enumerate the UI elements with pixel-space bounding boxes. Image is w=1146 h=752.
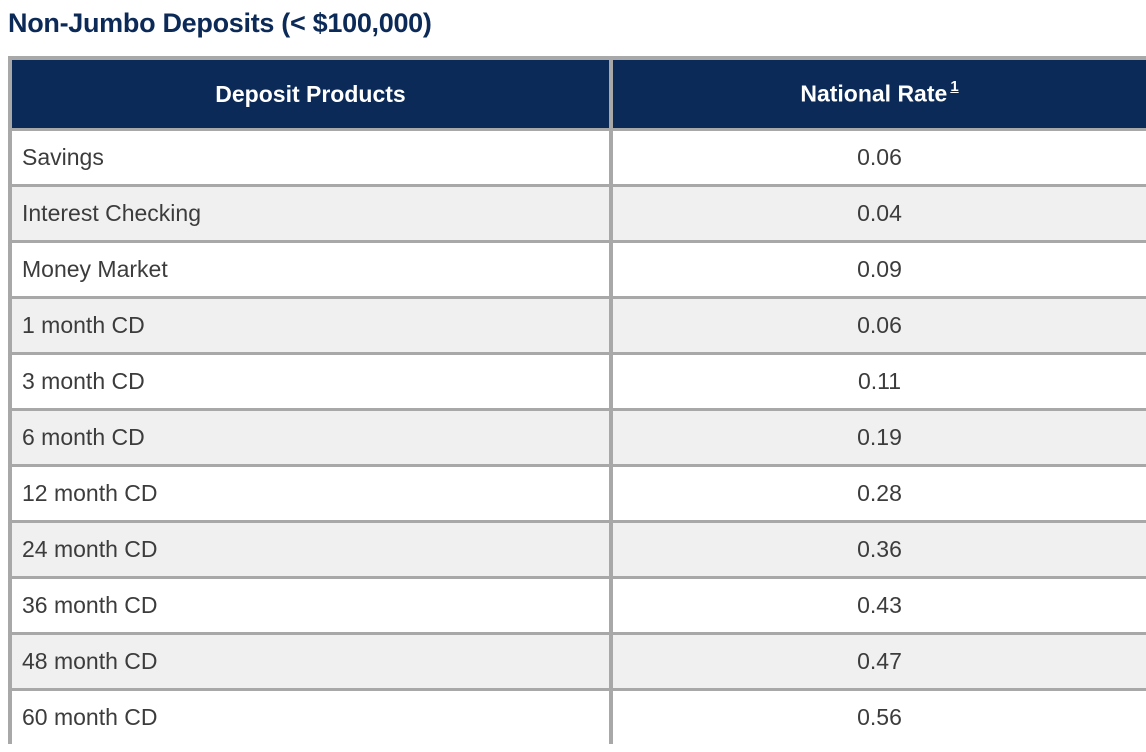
national-rate-cell: 0.43 xyxy=(609,576,1146,632)
table-row: 6 month CD 0.19 xyxy=(8,408,1146,464)
deposit-product-cell: Savings xyxy=(8,128,609,184)
page-title: Non-Jumbo Deposits (< $100,000) xyxy=(8,8,432,38)
table-row: 48 month CD 0.47 xyxy=(8,632,1146,688)
national-rate-cell: 0.19 xyxy=(609,408,1146,464)
table-row: 3 month CD 0.11 xyxy=(8,352,1146,408)
column-header-deposit-products-label: Deposit Products xyxy=(215,80,406,107)
national-rate-cell: 0.56 xyxy=(609,688,1146,744)
national-rate-cell: 0.11 xyxy=(609,352,1146,408)
national-rate-cell: 0.47 xyxy=(609,632,1146,688)
table-row: 24 month CD 0.36 xyxy=(8,520,1146,576)
table-header-row: Deposit Products National Rate 1 xyxy=(8,56,1146,128)
national-rate-cell: 0.06 xyxy=(609,128,1146,184)
deposit-product-cell: 36 month CD xyxy=(8,576,609,632)
rates-table: Deposit Products National Rate 1 Savings 0… xyxy=(8,56,1146,744)
deposit-product-cell: Money Market xyxy=(8,240,609,296)
national-rate-cell: 0.06 xyxy=(609,296,1146,352)
deposit-product-cell: Interest Checking xyxy=(8,184,609,240)
deposit-product-cell: 12 month CD xyxy=(8,464,609,520)
national-rate-cell: 0.36 xyxy=(609,520,1146,576)
national-rate-cell: 0.09 xyxy=(609,240,1146,296)
deposit-product-cell: 24 month CD xyxy=(8,520,609,576)
national-rate-cell: 0.04 xyxy=(609,184,1146,240)
deposit-product-cell: 48 month CD xyxy=(8,632,609,688)
table-row: 1 month CD 0.06 xyxy=(8,296,1146,352)
table-row: 36 month CD 0.43 xyxy=(8,576,1146,632)
table-row: Interest Checking 0.04 xyxy=(8,184,1146,240)
column-header-national-rate: National Rate 1 xyxy=(609,56,1146,128)
table-row: 12 month CD 0.28 xyxy=(8,464,1146,520)
table-body: Savings 0.06 Interest Checking 0.04 Money Ma… xyxy=(8,128,1146,744)
footnote-link[interactable]: 1 xyxy=(950,78,959,96)
deposit-product-cell: 3 month CD xyxy=(8,352,609,408)
column-header-deposit-products: Deposit Products xyxy=(8,56,609,128)
table-row: Savings 0.06 xyxy=(8,128,1146,184)
deposit-product-cell: 1 month CD xyxy=(8,296,609,352)
column-header-national-rate-label: National Rate xyxy=(800,80,948,107)
national-rate-cell: 0.28 xyxy=(609,464,1146,520)
deposit-product-cell: 6 month CD xyxy=(8,408,609,464)
table-row: Money Market 0.09 xyxy=(8,240,1146,296)
deposit-product-cell: 60 month CD xyxy=(8,688,609,744)
table-row: 60 month CD 0.56 xyxy=(8,688,1146,744)
